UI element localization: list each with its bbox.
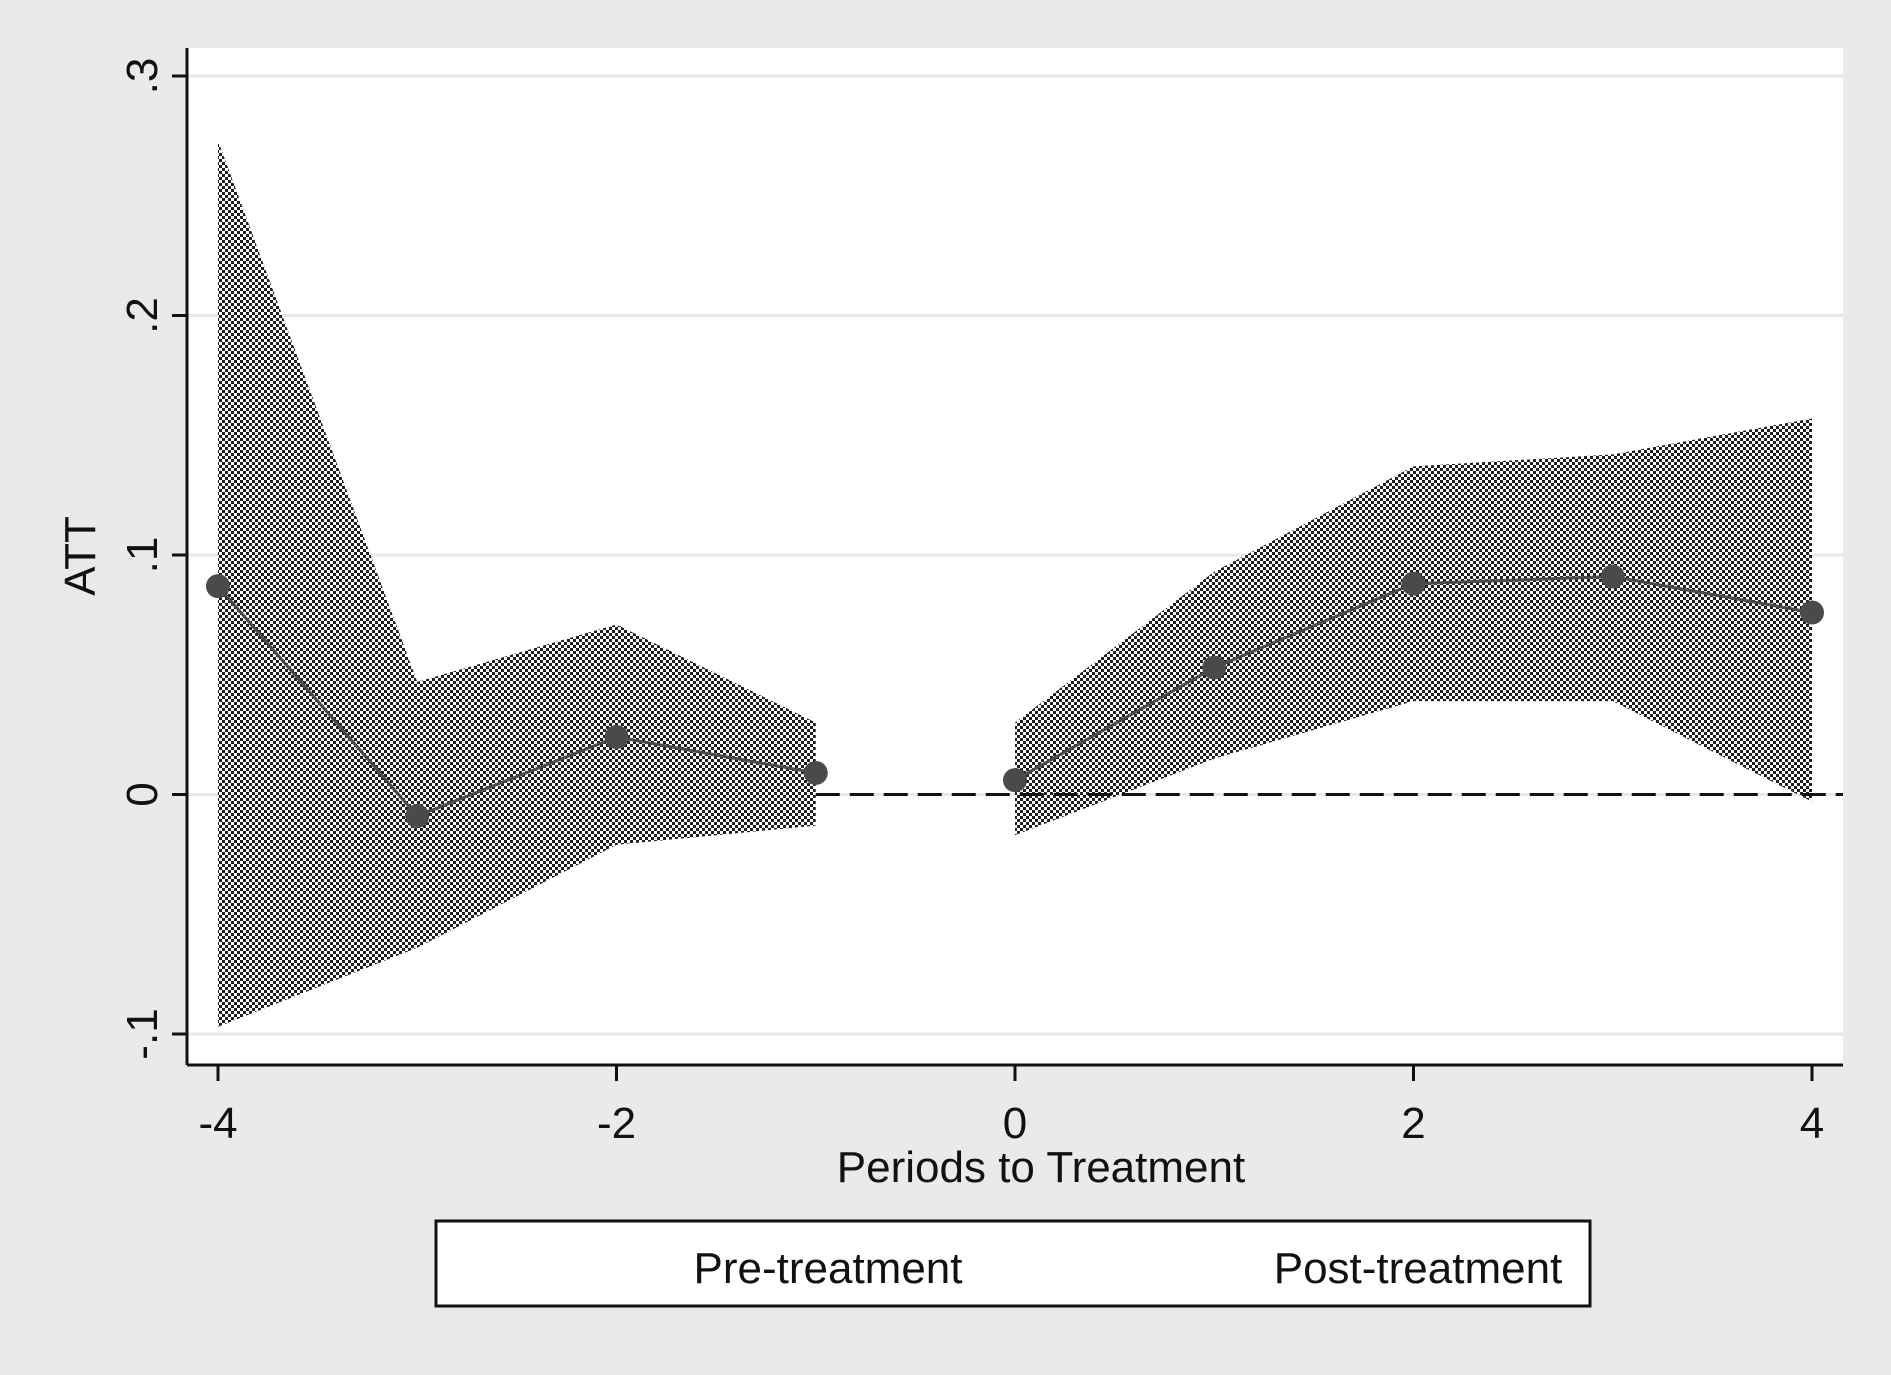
x-tick-label-2: 0 (1003, 1099, 1027, 1148)
x-tick-label-1: -2 (597, 1099, 636, 1148)
y-tick-label-1: 0 (118, 782, 167, 806)
data-point-post-4 (1800, 600, 1824, 625)
legend-box (434, 1219, 1592, 1308)
x-axis-ticks: -4 -2 0 2 4 (198, 1065, 1824, 1148)
confidence-bands (218, 140, 1812, 1027)
y-tick-label-0: -.1 (118, 1008, 167, 1059)
y-tick-label-4: .3 (118, 58, 167, 95)
y-axis-title: ATT (56, 516, 105, 596)
y-tick-label-3: .2 (118, 297, 167, 334)
data-point-post-3 (1600, 564, 1625, 589)
data-point-post-1 (1202, 655, 1227, 680)
legend-entry-post-treatment: Post-treatment (1274, 1244, 1563, 1293)
legend-entry-pre-treatment: Pre-treatment (694, 1244, 963, 1293)
data-point-pre-1 (405, 804, 430, 829)
legend: Pre-treatment Post-treatment (434, 1219, 1592, 1308)
data-point-post-0 (1003, 768, 1027, 793)
y-tick-label-2: .1 (118, 537, 167, 574)
x-tick-label-0: -4 (198, 1099, 237, 1148)
series-markers (206, 564, 1824, 829)
x-tick-label-3: 2 (1401, 1099, 1425, 1148)
data-point-pre-3 (803, 760, 828, 785)
data-point-pre-0 (206, 574, 230, 599)
data-point-post-2 (1401, 571, 1426, 596)
x-tick-label-4: 4 (1800, 1099, 1824, 1148)
data-point-pre-2 (604, 725, 629, 750)
series-line-pre (216, 585, 817, 818)
y-axis-ticks: -.1 0 .1 .2 .3 (118, 58, 187, 1060)
x-axis-title: Periods to Treatment (837, 1143, 1245, 1192)
confidence-band-pre (218, 140, 816, 1027)
confidence-band-post (1015, 418, 1812, 836)
